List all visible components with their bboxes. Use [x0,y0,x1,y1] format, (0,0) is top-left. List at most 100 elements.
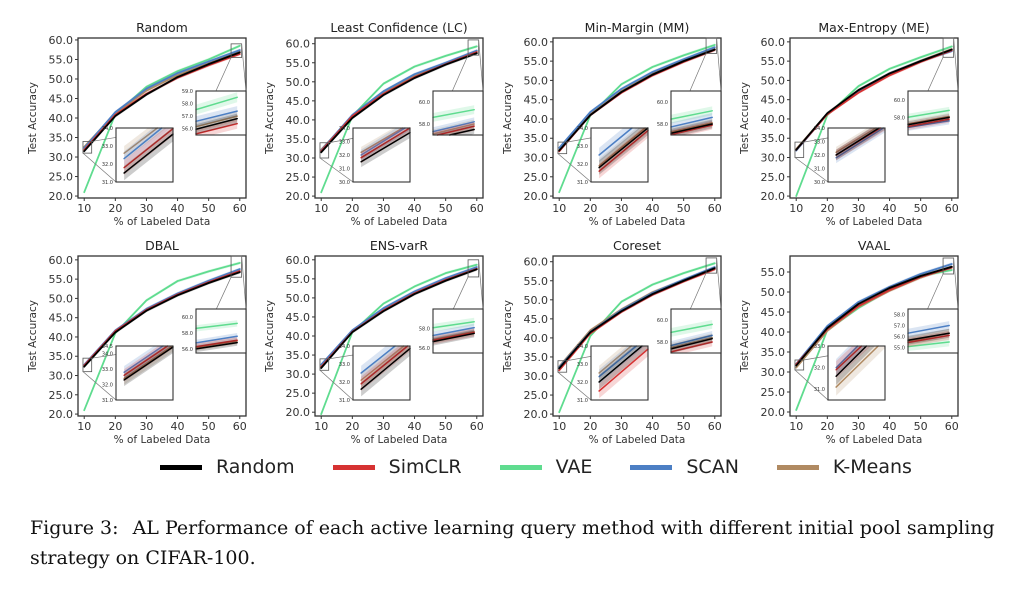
x-tick-label: 30 [851,202,865,215]
series-line-scan [432,326,475,337]
y-tick-label: 60.0 [286,254,311,267]
legend-label: Random [216,456,295,478]
inset-tick-label: 32.0 [577,380,588,386]
series-line-random [598,127,649,169]
series-group [432,317,475,346]
series-group [795,44,953,198]
y-tick-label: 30.0 [286,152,311,165]
subplot-max-entropy-me-: Max-Entropy (ME) 20.0 25.0 30.0 35.0 40.0 45.0… [739,20,959,228]
y-tick-label: 25.0 [49,171,74,184]
x-tick-label: 40 [883,202,897,215]
inset-high: 56.0 58.0 [419,308,484,354]
y-tick-label: 45.0 [524,94,549,107]
series-line-simclr [360,127,411,159]
series-line-scan [670,116,713,128]
inset-tick-label: 33.0 [339,140,350,146]
caption-label: Figure 3: [30,517,119,539]
y-tick-label: 50.0 [524,74,549,87]
inset-tick-label: 33.0 [577,362,588,368]
inset-frame [195,90,247,136]
x-tick-label: 10 [552,420,566,433]
y-tick-label: 60.0 [761,36,786,49]
x-tick-label: 60 [233,420,247,433]
series-band-scan [599,128,641,163]
x-tick-label: 20 [583,420,597,433]
x-tick-label: 50 [439,420,453,433]
series-line-random [360,347,411,390]
y-tick-label: 25.0 [524,389,549,402]
y-tick-label: 55.0 [761,55,786,68]
series-group [83,261,241,412]
series-line-random [195,117,238,130]
subplot-title: Random [136,20,188,35]
inset-high-source-box [705,37,718,54]
y-tick-label: 30.0 [761,152,786,165]
y-tick-label: 45.0 [286,311,311,324]
inset-high-source-box [230,255,243,278]
series-line-k-means [670,122,713,133]
y-tick-label: 30.0 [49,151,74,164]
y-tick-label: 50.0 [286,76,311,89]
figure-grid: Random 20.0 25.0 30.0 35.0 40.0 45.0 50.0 55.0 60… [27,20,959,446]
x-tick-label: 10 [789,202,803,215]
series-line-random [835,127,880,156]
inset-high-source-box [942,37,955,58]
x-tick-label: 30 [139,420,153,433]
series-line-random [795,265,953,367]
x-axis-label: % of Labeled Data [114,216,211,228]
series-band-vae [321,263,477,416]
inset-low-connector [82,152,117,183]
inset-high: 58.0 60.0 [657,308,722,354]
series-group [432,105,475,136]
x-axis-label: % of Labeled Data [826,216,923,228]
inset-tick-label: 31.0 [339,167,350,173]
inset-low-source-box [794,359,805,371]
series-line-simclr [835,345,863,371]
inset-low-connector [557,153,592,183]
series-group [558,43,716,194]
series-group [123,127,174,181]
inset-low-connector [557,371,592,401]
y-tick-label: 60.0 [524,256,549,269]
x-tick-label: 30 [376,420,390,433]
x-tick-label: 50 [677,420,691,433]
x-tick-label: 50 [914,420,928,433]
y-tick-label: 35.0 [524,132,549,145]
x-tick-label: 60 [708,420,722,433]
inset-tick-label: 33.0 [102,367,113,373]
series-line-simclr [436,125,475,136]
inset-tick-label: 34.0 [102,126,113,132]
inset-tick-label: 31.0 [814,167,825,173]
series-band-k-means [599,346,640,381]
inset-high: 56.0 57.0 58.0 59.0 [182,89,247,136]
x-tick-label: 20 [820,202,834,215]
y-tick-label: 55.0 [761,266,786,279]
legend-swatch [160,464,202,470]
series-group [195,92,238,135]
series-line-scan [558,46,716,149]
x-tick-label: 40 [408,420,422,433]
inset-high-connector [716,37,722,92]
y-tick-label: 20.0 [524,190,549,203]
x-axis-label: % of Labeled Data [589,216,686,228]
inset-low: 30.0 31.0 32.0 33.0 34.0 [339,126,411,186]
x-tick-label: 10 [77,202,91,215]
inset-tick-label: 58.0 [419,327,430,333]
inset-tick-label: 60.0 [419,100,430,106]
series-line-k-means [835,345,879,388]
legend-swatch [499,464,542,470]
series-group [360,127,411,168]
inset-tick-label: 57.0 [894,324,905,330]
series-line-vae [195,96,238,111]
inset-low: 31.0 32.0 33.0 34.0 [577,344,649,404]
y-tick-label: 60.0 [49,254,74,267]
subplot-title: VAAL [858,238,890,253]
y-tick-label: 45.0 [286,95,311,108]
inset-high: 55.0 56.0 57.0 58.0 [894,308,959,354]
series-line-simclr [123,345,169,377]
inset-low-connector [794,157,829,183]
legend-item-vae: VAE [499,456,592,478]
x-tick-label: 40 [646,202,660,215]
y-tick-label: 35.0 [286,349,311,362]
x-tick-label: 40 [171,202,185,215]
